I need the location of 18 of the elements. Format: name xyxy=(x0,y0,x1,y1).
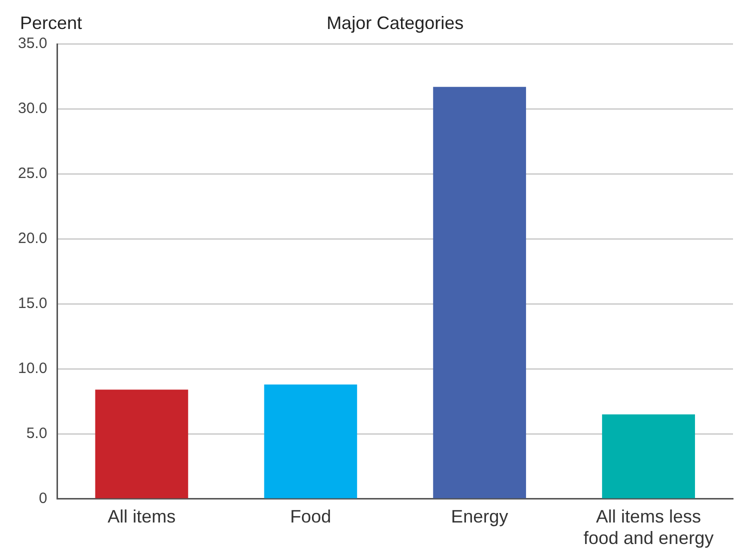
chart-title: Major Categories xyxy=(326,12,464,33)
y-tick-label: 5.0 xyxy=(26,424,48,442)
bar xyxy=(95,390,188,498)
y-tick-label: 0 xyxy=(38,490,48,507)
x-tick-label: Energy xyxy=(451,506,508,527)
bar xyxy=(602,414,695,498)
bar xyxy=(433,86,526,498)
y-axis-title: Percent xyxy=(20,12,82,33)
x-tick-label: Food xyxy=(290,506,332,527)
y-tick-label: 25.0 xyxy=(18,165,48,182)
y-tick-label: 30.0 xyxy=(18,100,48,118)
y-tick-label: 15.0 xyxy=(18,295,48,312)
y-tick-label: 20.0 xyxy=(18,230,48,248)
y-tick-label: 35.0 xyxy=(18,35,48,52)
x-tick-label: All items less food and energy xyxy=(583,506,714,548)
bar xyxy=(264,384,358,498)
x-tick-label: All items xyxy=(108,506,176,527)
y-tick-label: 10.0 xyxy=(18,360,48,377)
